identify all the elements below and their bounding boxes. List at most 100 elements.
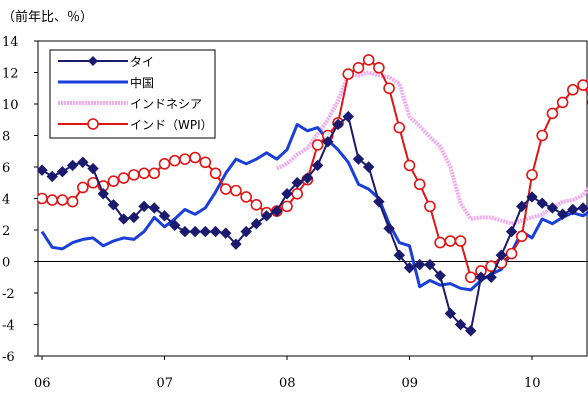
y-tick-label: 12 [2, 67, 19, 82]
x-tick-label: 06 [34, 376, 51, 391]
data-point [209, 167, 222, 180]
data-point [46, 194, 59, 206]
x-tick-label: 10 [524, 376, 541, 391]
data-point [373, 195, 385, 208]
data-point [495, 249, 508, 261]
legend-label: インドネシア [130, 97, 202, 111]
legend-item: インド（WPI） [58, 118, 213, 132]
data-point [189, 225, 201, 238]
data-point [148, 167, 161, 180]
data-point [383, 222, 395, 235]
data-point [107, 199, 120, 211]
y-tick-label: -2 [2, 287, 15, 302]
data-point [38, 192, 48, 205]
data-point [546, 202, 559, 214]
legend-label: 中国 [130, 75, 154, 90]
legend-item: タイ [58, 55, 154, 69]
data-point [536, 129, 549, 142]
data-point [393, 249, 406, 261]
data-point [56, 166, 69, 178]
data-point [281, 188, 293, 200]
data-point [148, 202, 161, 214]
series-2 [275, 70, 588, 226]
data-point [219, 183, 232, 195]
series-line [275, 70, 588, 226]
data-point [383, 82, 395, 95]
y-tick-label: 14 [2, 35, 19, 50]
data-point [189, 151, 201, 164]
data-point [66, 195, 79, 208]
data-point [128, 211, 140, 224]
data-point [556, 96, 569, 109]
data-point [281, 200, 293, 213]
y-tick-label: 0 [2, 256, 10, 271]
data-point [485, 271, 497, 283]
data-point [38, 164, 48, 176]
data-point [158, 210, 171, 222]
y-tick-label: 6 [2, 161, 10, 176]
data-point [454, 318, 467, 331]
data-point [444, 235, 457, 247]
data-point [220, 227, 232, 239]
data-point [413, 178, 426, 191]
y-tick-label: 8 [2, 130, 10, 145]
data-point [567, 203, 579, 216]
data-point [403, 262, 416, 274]
data-point [515, 230, 528, 243]
data-point [260, 210, 273, 222]
data-point [577, 202, 588, 214]
data-point [403, 159, 416, 172]
data-point [179, 225, 191, 238]
data-point [393, 121, 406, 134]
data-point [526, 191, 538, 203]
data-point [413, 258, 426, 271]
data-point [505, 225, 518, 238]
data-point [475, 271, 487, 283]
series-0 [38, 110, 588, 337]
x-tick-label: 07 [157, 376, 174, 391]
data-point [291, 187, 304, 200]
y-tick-label: 2 [2, 224, 10, 239]
legend-item: インドネシア [58, 97, 202, 111]
data-point [66, 159, 79, 172]
data-point [168, 154, 181, 167]
data-point [199, 156, 212, 169]
data-point [322, 136, 334, 148]
data-point [434, 269, 446, 282]
data-point [352, 61, 365, 74]
data-point [117, 172, 130, 184]
data-point [373, 61, 385, 74]
data-point [505, 247, 518, 260]
data-point [536, 197, 548, 209]
data-point [464, 271, 477, 284]
data-point [179, 153, 191, 165]
data-point [271, 205, 283, 217]
data-point [230, 238, 242, 250]
data-point [240, 225, 252, 238]
data-point [342, 110, 354, 123]
legend-label: インド（WPI） [130, 118, 213, 132]
data-point [209, 225, 222, 238]
unit-label: （前年比、％） [2, 9, 93, 25]
data-point [138, 167, 150, 180]
data-point [301, 172, 314, 184]
data-point [362, 54, 375, 66]
y-tick-label: -6 [2, 350, 15, 365]
legend-label: タイ [130, 55, 154, 69]
data-point [77, 156, 89, 168]
data-point [138, 200, 150, 213]
data-point [465, 325, 477, 337]
data-point [434, 236, 446, 249]
x-axis: 06 07 08 09 10 [34, 356, 541, 391]
data-point [158, 158, 171, 170]
data-point [128, 169, 140, 181]
data-point [168, 219, 181, 231]
x-tick-label: 09 [402, 376, 419, 391]
y-tick-label: -4 [2, 319, 15, 334]
y-axis: -6 -4 -2 0 2 4 6 8 10 12 14 [2, 35, 38, 365]
data-point [567, 84, 579, 96]
data-point [577, 79, 588, 91]
data-point [454, 235, 467, 247]
data-point [556, 208, 569, 220]
